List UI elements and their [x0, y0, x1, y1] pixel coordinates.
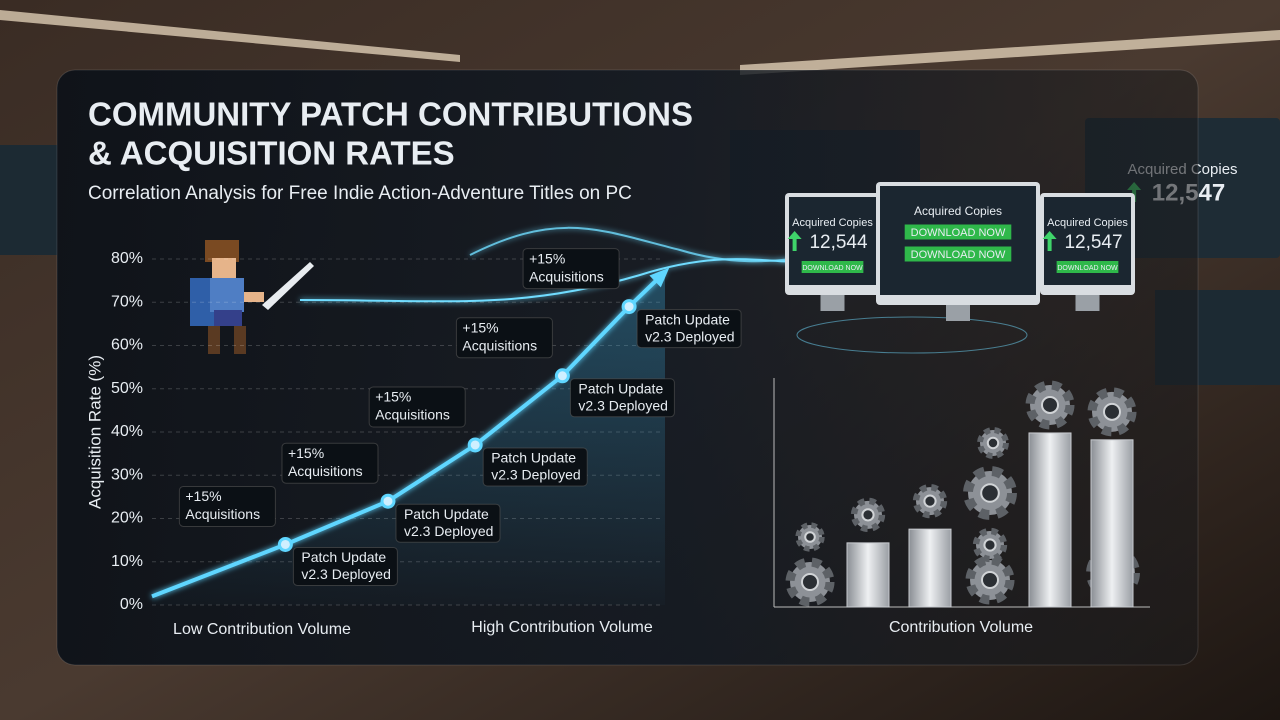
annotation-box — [368, 386, 466, 428]
gear-hub — [804, 531, 816, 543]
y-tick-label: 30% — [111, 466, 143, 483]
callout-box — [636, 309, 742, 349]
annotation-text: +15% — [375, 389, 411, 405]
gear-hub — [801, 573, 819, 591]
data-point — [554, 368, 570, 384]
annotation-box — [522, 248, 620, 290]
title-line: & ACQUISITION RATES — [88, 135, 455, 172]
subtitle: Correlation Analysis for Free Indie Acti… — [88, 183, 632, 204]
title-line: COMMUNITY PATCH CONTRIBUTIONS — [88, 96, 693, 133]
ceiling-light — [0, 10, 460, 62]
callout-box — [292, 546, 398, 586]
x-axis-label: Low Contribution Volume — [173, 621, 351, 638]
y-tick-label: 60% — [111, 337, 143, 354]
data-point — [380, 493, 396, 509]
arrow-head — [649, 267, 670, 288]
bg-monitor — [0, 145, 58, 255]
callout-text: v2.3 Deployed — [404, 523, 494, 539]
gear-hub — [861, 508, 875, 522]
annotation-text: +15% — [462, 319, 498, 335]
y-tick-label: 20% — [111, 510, 143, 527]
bar — [908, 528, 952, 608]
download-button — [801, 261, 864, 273]
download-button — [904, 246, 1012, 262]
callout-text: Patch Update — [404, 506, 489, 522]
annotation-text: +15% — [185, 488, 221, 504]
callout-text: v2.3 Deployed — [301, 566, 391, 582]
gear-hub — [980, 483, 1000, 503]
y-axis-label: Acquisition Rate (%) — [85, 355, 104, 509]
monitor-count: 12,547 — [1064, 232, 1122, 253]
download-button-label: DOWNLOAD NOW — [1057, 265, 1118, 272]
download-button-label: DOWNLOAD NOW — [911, 249, 1006, 261]
x-axis-label: Contribution Volume — [889, 619, 1033, 636]
annotation-text: Acquisitions — [529, 268, 604, 284]
up-arrow — [1042, 231, 1057, 251]
y-tick-label: 40% — [111, 423, 143, 440]
gear-hub — [923, 494, 937, 508]
y-tick-label: 0% — [120, 596, 143, 613]
callout-box — [569, 378, 675, 418]
callout-text: v2.3 Deployed — [491, 467, 581, 483]
callout-text: Patch Update — [578, 380, 663, 396]
annotation-text: +15% — [288, 445, 324, 461]
y-tick-label: 50% — [111, 380, 143, 397]
download-button — [904, 224, 1012, 240]
ceiling-light — [740, 30, 1280, 75]
download-button-label: DOWNLOAD NOW — [802, 265, 863, 272]
monitor-title: Acquired Copies — [914, 204, 1002, 218]
bar — [846, 542, 890, 608]
monitors: Acquired Copies 12,544 DOWNLOAD NOW Acquire… — [785, 182, 1135, 321]
data-point — [467, 437, 483, 453]
up-arrow — [787, 231, 802, 251]
download-button-label: DOWNLOAD NOW — [911, 227, 1006, 239]
monitor-stand — [946, 305, 970, 321]
download-button — [1056, 261, 1119, 273]
x-axis-label: High Contribution Volume — [471, 619, 653, 636]
monitor-count: 12,544 — [809, 232, 868, 253]
bar — [1028, 432, 1072, 608]
gear-hub — [1103, 402, 1121, 421]
charts: 0% 10% 20% 30% 40% 50% 60% 70% 80% Acquisition Ra… — [85, 248, 1150, 638]
monitor-stand — [820, 295, 845, 311]
gear-hub — [986, 436, 1000, 450]
annotation-text: Acquisitions — [185, 506, 260, 522]
annotation-text: Acquisitions — [375, 407, 450, 423]
gear-hub — [983, 538, 997, 552]
annotation-text: Acquisitions — [462, 337, 537, 353]
gear-hub — [981, 571, 999, 589]
y-tick-label: 10% — [111, 553, 143, 570]
monitor-title: Acquired Copies — [1047, 217, 1128, 229]
gear-hub — [1041, 395, 1059, 414]
y-tick-label: 80% — [111, 250, 143, 267]
monitor-screen — [880, 186, 1036, 295]
holo-ring — [796, 316, 1028, 354]
callout-text: Patch Update — [491, 450, 576, 466]
monitor-stand — [1075, 295, 1100, 311]
pixel-knight — [190, 240, 314, 354]
data-point — [621, 299, 637, 315]
monitor-title: Acquired Copies — [792, 217, 873, 229]
callout-text: v2.3 Deployed — [645, 328, 735, 344]
callout-text: v2.3 Deployed — [578, 397, 668, 413]
annotation-text: +15% — [529, 250, 565, 266]
y-tick-label: 70% — [111, 293, 143, 310]
callout-box — [482, 447, 588, 487]
bar — [1090, 439, 1134, 608]
annotation-box — [281, 442, 379, 484]
annotation-box — [178, 485, 276, 527]
callout-text: Patch Update — [645, 311, 730, 327]
annotation-box — [455, 317, 553, 359]
annotation-text: Acquisitions — [288, 463, 363, 479]
data-point — [277, 536, 293, 552]
callout-box — [395, 503, 501, 543]
callout-text: Patch Update — [301, 549, 386, 565]
area — [152, 272, 665, 605]
